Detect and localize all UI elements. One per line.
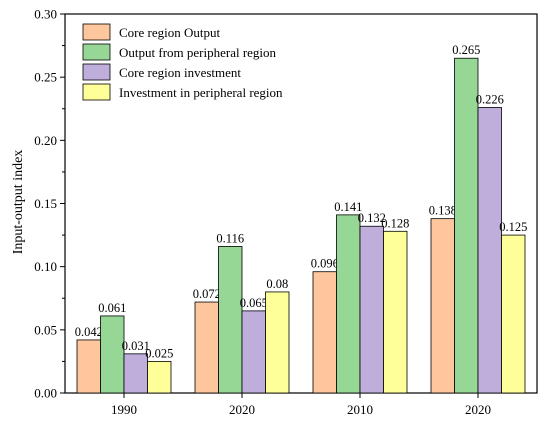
y-tick-label: 0.10 bbox=[34, 259, 57, 274]
x-tick-label: 2010 bbox=[347, 402, 373, 417]
legend-label: Core region investment bbox=[119, 65, 241, 80]
data-label: 0.025 bbox=[145, 346, 173, 360]
data-label: 0.065 bbox=[240, 296, 268, 310]
bar bbox=[194, 301, 219, 394]
bar bbox=[501, 234, 526, 394]
data-label: 0.128 bbox=[381, 216, 409, 230]
data-label: 0.08 bbox=[266, 277, 288, 291]
x-tick-label: 1990 bbox=[111, 402, 137, 417]
y-tick-label: 0.05 bbox=[34, 322, 57, 337]
legend-swatch bbox=[82, 63, 111, 81]
bar bbox=[76, 339, 101, 394]
y-tick-label: 0.30 bbox=[34, 7, 57, 22]
x-tick-label: 2020 bbox=[465, 402, 491, 417]
legend-label: Core region Output bbox=[119, 25, 220, 40]
y-tick-label: 0.20 bbox=[34, 133, 57, 148]
y-axis-title: Input-output index bbox=[11, 150, 26, 255]
legend-swatch bbox=[82, 23, 111, 41]
bar bbox=[336, 214, 361, 394]
y-tick-label: 0.00 bbox=[34, 386, 57, 401]
y-tick-label: 0.15 bbox=[34, 196, 57, 211]
data-label: 0.061 bbox=[98, 301, 126, 315]
legend: Core region Output Output from peripheral… bbox=[82, 23, 283, 101]
data-label: 0.132 bbox=[358, 211, 386, 225]
bar bbox=[383, 230, 408, 394]
data-label: 0.265 bbox=[452, 43, 480, 57]
bar bbox=[430, 218, 455, 394]
data-label: 0.031 bbox=[122, 339, 150, 353]
data-label: 0.226 bbox=[476, 92, 504, 106]
bar bbox=[147, 361, 172, 394]
data-label: 0.096 bbox=[311, 257, 339, 271]
data-label: 0.116 bbox=[216, 231, 244, 245]
bar bbox=[241, 310, 266, 394]
legend-swatch bbox=[82, 83, 111, 101]
bar bbox=[218, 246, 243, 394]
data-label: 0.042 bbox=[75, 325, 103, 339]
bar bbox=[265, 291, 290, 394]
legend-swatch bbox=[82, 43, 111, 61]
data-label: 0.072 bbox=[193, 287, 221, 301]
plot-area: 0.00 0.05 0.10 0.15 0.20 0.25 0.30 1990 0.042 0.0… bbox=[34, 7, 538, 417]
bar bbox=[100, 315, 125, 394]
bar bbox=[359, 225, 384, 394]
legend-label: Investment in peripheral region bbox=[119, 85, 283, 100]
data-label: 0.141 bbox=[334, 200, 362, 214]
y-tick-label: 0.25 bbox=[34, 70, 57, 85]
bar bbox=[477, 107, 502, 394]
data-label: 0.138 bbox=[429, 204, 457, 218]
x-tick-label: 2020 bbox=[229, 402, 255, 417]
bar bbox=[312, 271, 337, 394]
data-label: 0.125 bbox=[499, 220, 527, 234]
bar bbox=[123, 353, 148, 394]
legend-label: Output from peripheral region bbox=[119, 45, 277, 60]
bar bbox=[454, 57, 479, 394]
